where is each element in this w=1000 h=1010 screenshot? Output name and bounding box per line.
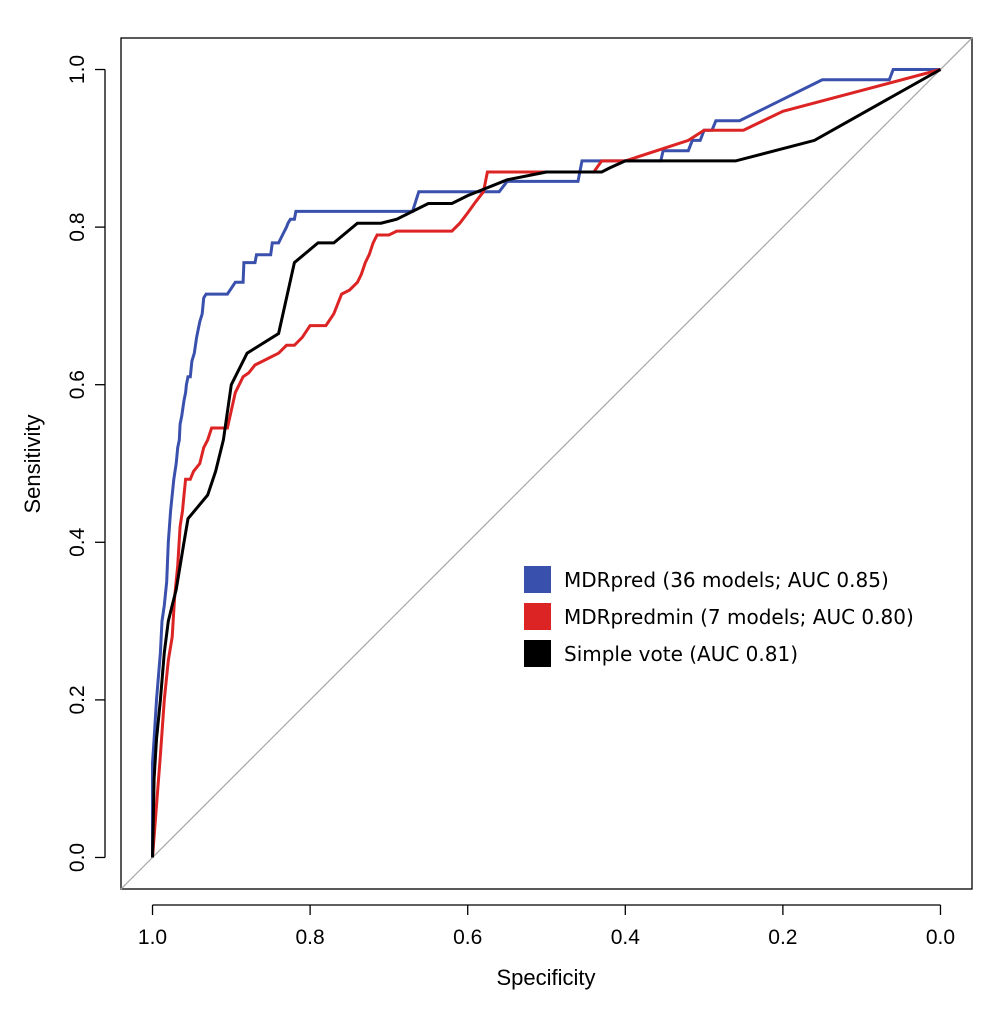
- x-tick-label: 0.2: [768, 926, 797, 949]
- y-axis-label: Sensitivity: [20, 414, 45, 513]
- legend-label: MDRpred (36 models; AUC 0.85): [564, 568, 889, 592]
- series-line-simple-vote: [151, 68, 942, 858]
- series-line-mdrpredmin: [151, 68, 941, 858]
- x-axis: 1.0 0.8 0.6 0.4 0.2 0.0: [138, 904, 955, 949]
- chance-diagonal-line: [120, 37, 973, 890]
- x-tick-label: 0.4: [611, 926, 641, 949]
- x-tick-label: 1.0: [138, 926, 167, 949]
- legend: MDRpred (36 models; AUC 0.85) MDRpredmin …: [524, 566, 914, 667]
- x-tick-label: 0.8: [296, 926, 325, 949]
- x-tick-label: 0.6: [453, 926, 482, 949]
- y-tick-label: 0.6: [66, 370, 89, 399]
- y-tick-label: 1.0: [66, 55, 89, 84]
- series-layer: [151, 68, 942, 858]
- reference-layer: [120, 37, 973, 890]
- x-tick-label: 0.0: [926, 926, 955, 949]
- legend-label: MDRpredmin (7 models; AUC 0.80): [564, 605, 914, 629]
- legend-label: Simple vote (AUC 0.81): [564, 642, 798, 666]
- series-line-mdrpred: [151, 68, 941, 858]
- y-tick-label: 0.8: [66, 212, 89, 241]
- y-tick-label: 0.4: [66, 527, 89, 557]
- legend-swatch: [524, 603, 551, 630]
- y-tick-label: 0.2: [66, 685, 89, 714]
- y-tick-label: 0.0: [66, 843, 89, 872]
- x-axis-label: Specificity: [496, 965, 595, 990]
- plot-frame: [120, 37, 973, 890]
- legend-swatch: [524, 566, 551, 593]
- y-axis: 0.0 0.2 0.4 0.6 0.8 1.0: [66, 55, 106, 872]
- legend-swatch: [524, 640, 551, 667]
